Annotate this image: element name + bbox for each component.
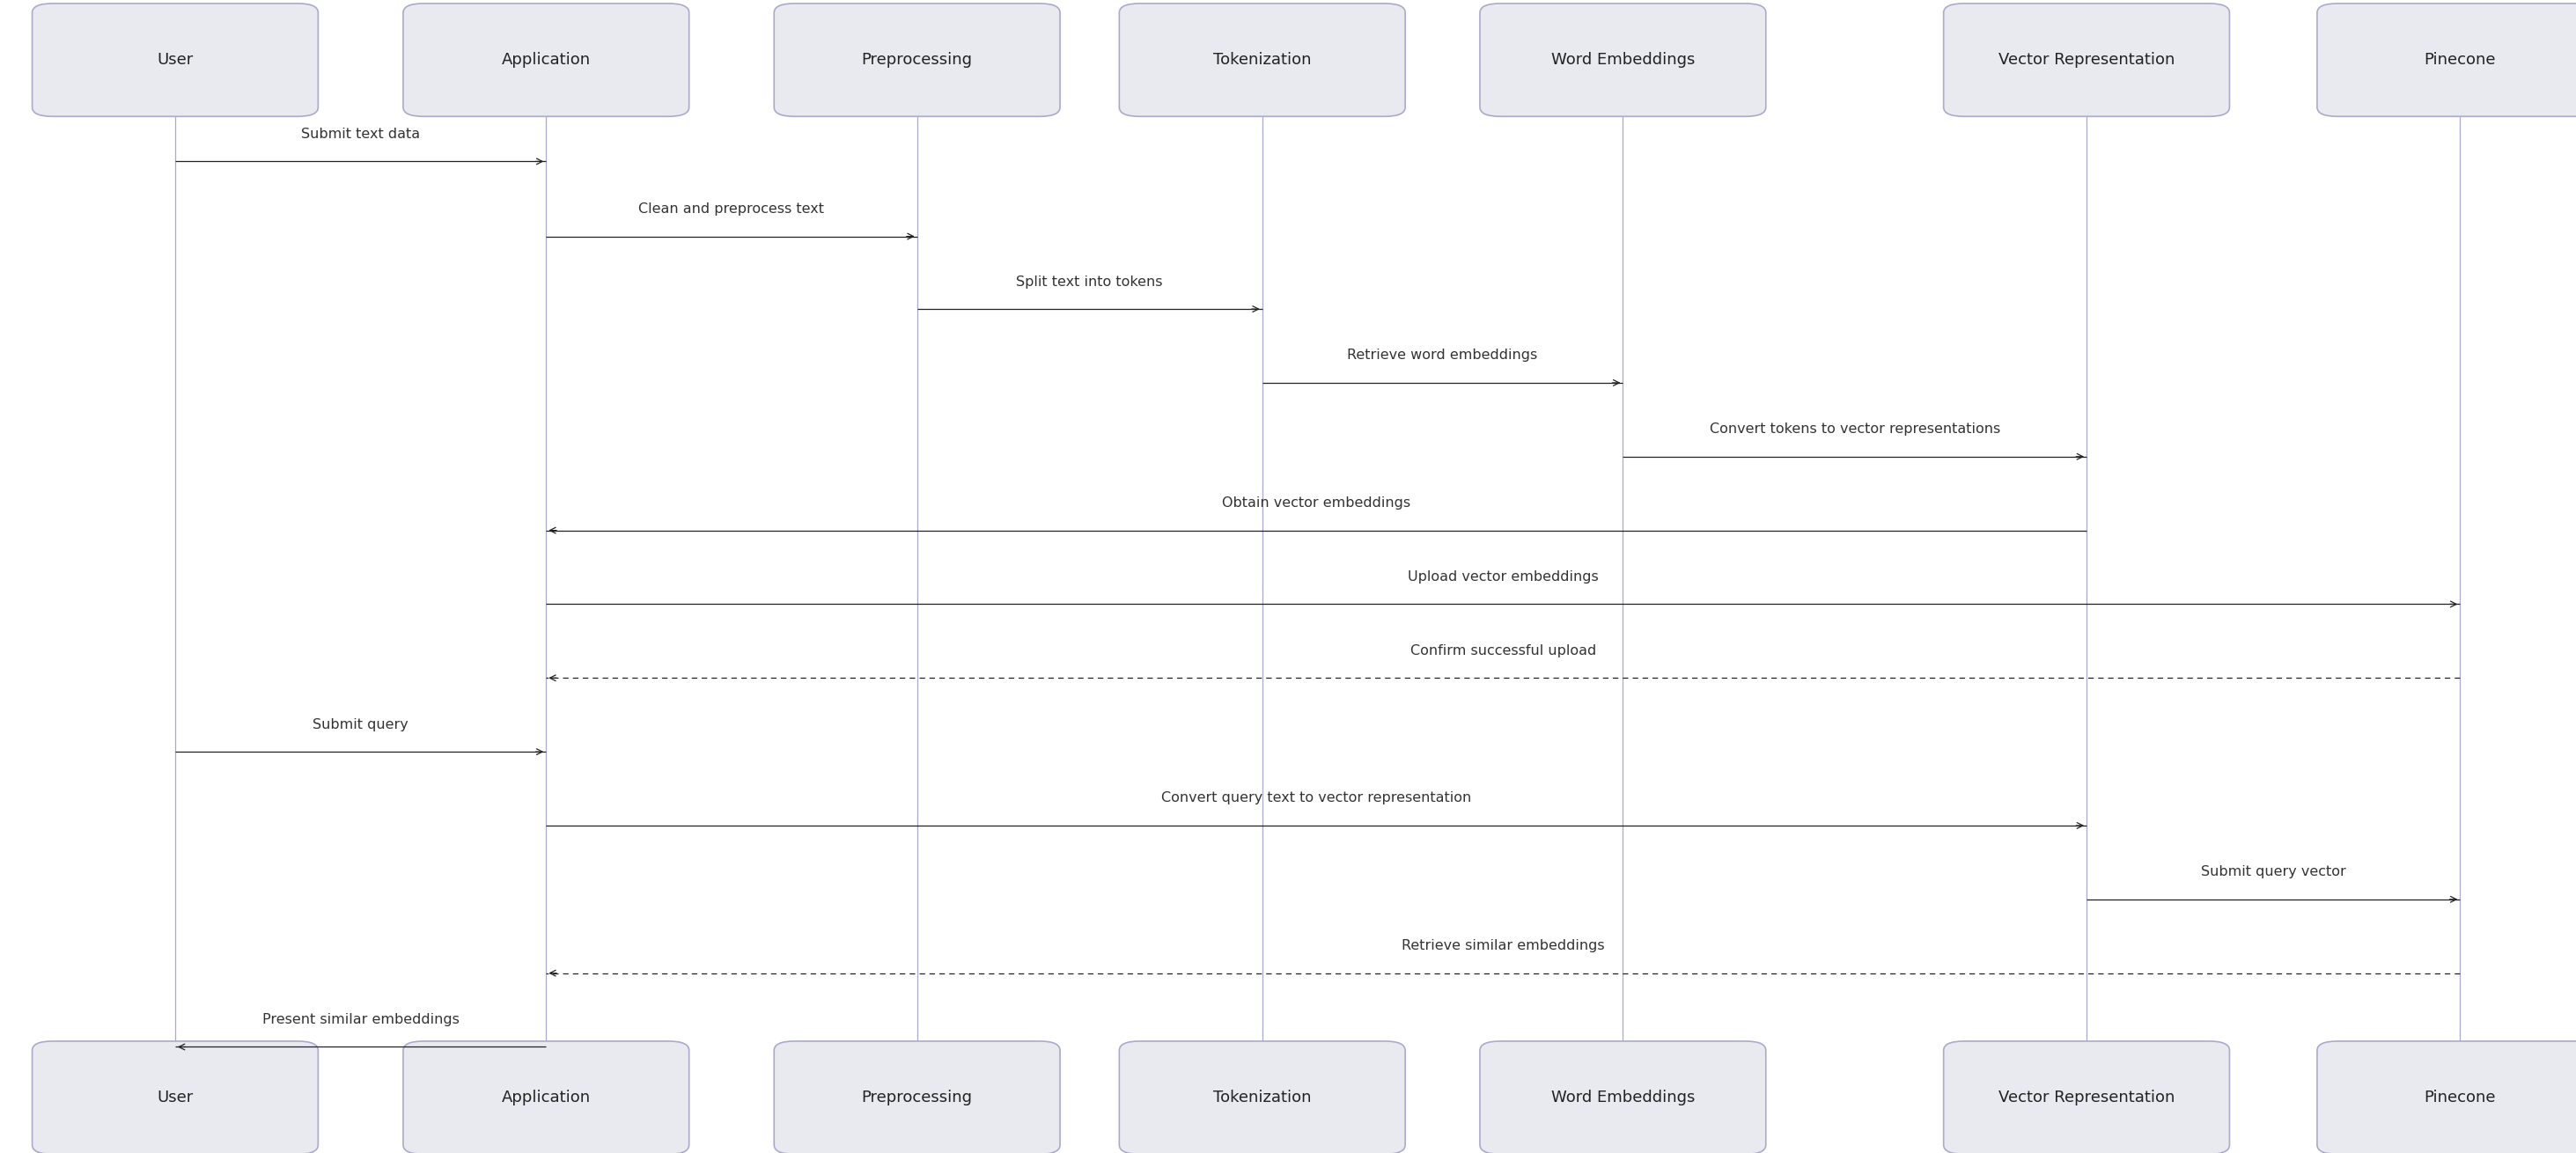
FancyBboxPatch shape [1121,3,1406,116]
FancyBboxPatch shape [1121,1041,1406,1153]
Text: Tokenization: Tokenization [1213,1090,1311,1106]
Text: Confirm successful upload: Confirm successful upload [1409,645,1597,657]
FancyBboxPatch shape [1945,1041,2231,1153]
FancyBboxPatch shape [1481,1041,1767,1153]
Text: Pinecone: Pinecone [2424,1090,2496,1106]
FancyBboxPatch shape [33,1041,319,1153]
Text: Split text into tokens: Split text into tokens [1018,276,1162,288]
FancyBboxPatch shape [2318,3,2576,116]
Text: Submit query: Submit query [312,718,410,731]
Text: Word Embeddings: Word Embeddings [1551,1090,1695,1106]
Text: User: User [157,52,193,68]
Text: Pinecone: Pinecone [2424,52,2496,68]
Text: Submit query vector: Submit query vector [2200,866,2347,879]
Text: Vector Representation: Vector Representation [1999,1090,2174,1106]
FancyBboxPatch shape [1945,3,2231,116]
Text: Word Embeddings: Word Embeddings [1551,52,1695,68]
Text: Upload vector embeddings: Upload vector embeddings [1406,571,1600,583]
Text: Vector Representation: Vector Representation [1999,52,2174,68]
FancyBboxPatch shape [773,3,1061,116]
Text: Tokenization: Tokenization [1213,52,1311,68]
Text: Retrieve word embeddings: Retrieve word embeddings [1347,349,1538,362]
FancyBboxPatch shape [402,3,690,116]
FancyBboxPatch shape [773,1041,1061,1153]
Text: Submit text data: Submit text data [301,128,420,141]
Text: Application: Application [502,1090,590,1106]
FancyBboxPatch shape [1481,3,1767,116]
Text: User: User [157,1090,193,1106]
Text: Convert query text to vector representation: Convert query text to vector representat… [1162,792,1471,805]
FancyBboxPatch shape [33,3,319,116]
Text: Application: Application [502,52,590,68]
FancyBboxPatch shape [2318,1041,2576,1153]
Text: Clean and preprocess text: Clean and preprocess text [639,203,824,216]
Text: Obtain vector embeddings: Obtain vector embeddings [1221,497,1412,510]
Text: Convert tokens to vector representations: Convert tokens to vector representations [1710,423,1999,436]
Text: Retrieve similar embeddings: Retrieve similar embeddings [1401,940,1605,952]
Text: Preprocessing: Preprocessing [860,1090,974,1106]
Text: Preprocessing: Preprocessing [860,52,974,68]
FancyBboxPatch shape [402,1041,690,1153]
Text: Present similar embeddings: Present similar embeddings [263,1013,459,1026]
